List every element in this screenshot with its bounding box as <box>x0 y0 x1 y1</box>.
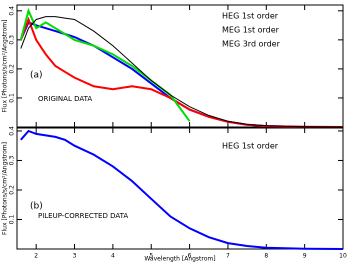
y-tick-label: 0.2 <box>9 64 16 74</box>
x-tick-label: 6 <box>188 253 192 260</box>
series-line <box>20 16 344 128</box>
y-axis-title: Flux [Photons/s/cm²/Angstrom] <box>2 20 9 113</box>
x-tick-label: 4 <box>111 253 115 260</box>
x-axis-title: Wavelength [Angstrom] <box>144 256 215 263</box>
y-tick-label: 0.3 <box>9 35 16 45</box>
legend-entry: HEG 1st order <box>222 142 279 151</box>
y-axis-title: Flux [Photons/s/cm²/Angstrom] <box>2 142 9 235</box>
annotation: ORIGINAL DATA <box>38 95 92 103</box>
legend-entry: MEG 3rd order <box>222 40 281 49</box>
y-tick-label: 0.1 <box>9 93 16 103</box>
x-tick-label: 7 <box>226 253 230 260</box>
y-tick-label: 0.1 <box>9 215 16 225</box>
plot-frame <box>16 4 344 128</box>
legend-entry: HEG 1st order <box>222 12 279 21</box>
legend-entry: MEG 1st order <box>222 26 280 35</box>
annotation: (b) <box>30 202 43 212</box>
x-tick-label: 2 <box>34 253 38 260</box>
x-tick-label: 10 <box>339 253 347 260</box>
x-tick-label: 8 <box>264 253 268 260</box>
y-tick-label: 0.2 <box>9 185 16 195</box>
y-tick-label: 0.4 <box>9 126 16 136</box>
series-line <box>20 129 344 250</box>
plot-frame <box>16 127 344 250</box>
annotation: PILEUP-CORRECTED DATA <box>38 212 128 220</box>
annotation: (a) <box>30 71 43 81</box>
x-tick-label: 9 <box>303 253 307 260</box>
y-tick-label: 0.4 <box>9 6 16 16</box>
x-tick-label: 3 <box>73 253 77 260</box>
x-tick-label: 5 <box>149 253 153 260</box>
y-tick-label: 0.3 <box>9 156 16 166</box>
